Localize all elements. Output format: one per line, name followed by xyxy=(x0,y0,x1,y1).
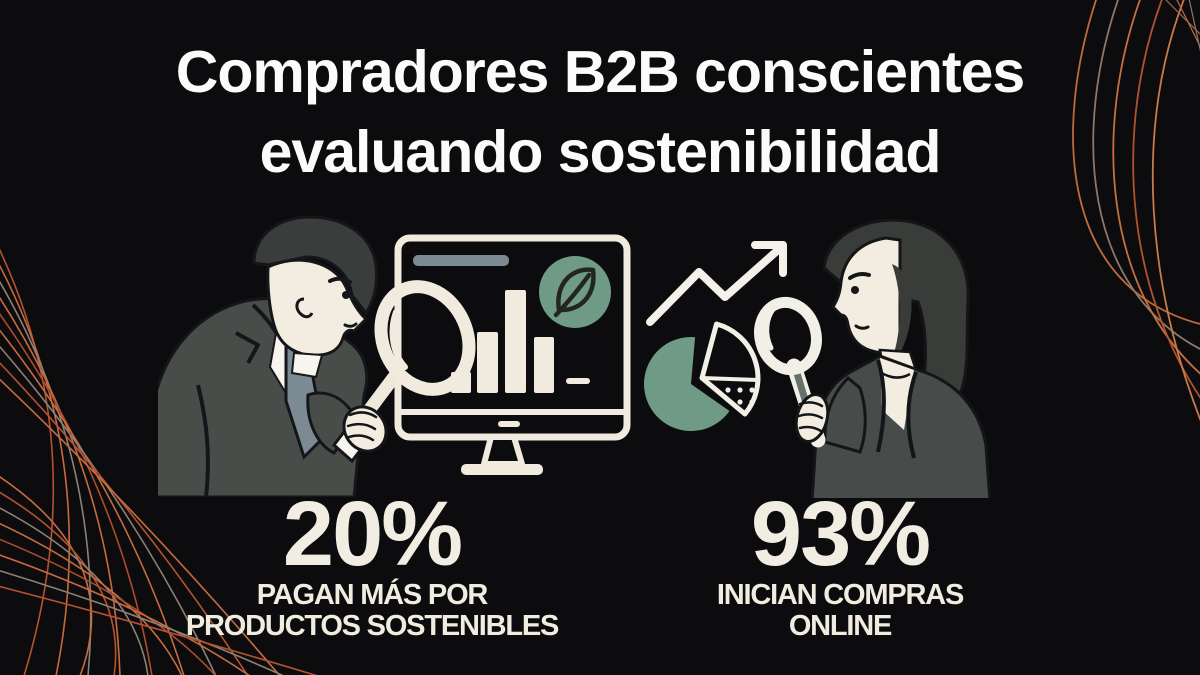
woman-eyebrow xyxy=(848,272,871,280)
man-eyebrow xyxy=(328,276,352,284)
stat-block-online-purchases: 93% INICIAN COMPRAS ONLINE xyxy=(630,488,1050,642)
stat-left-label-line2: PRODUCTOS SOSTENIBLES xyxy=(185,610,559,642)
man-ear xyxy=(295,297,314,319)
stat-right-label-line2: ONLINE xyxy=(788,610,893,642)
stat-left-label-line1: PAGAN MÁS POR xyxy=(256,579,489,611)
magnifier-lens-ring xyxy=(754,296,822,376)
man-collar xyxy=(290,351,324,379)
woman-eye xyxy=(851,286,859,294)
stat-block-sustainable-products: 20% PAGAN MÁS POR PRODUCTOS SOSTENIBLES xyxy=(162,488,582,642)
lens-highlight xyxy=(764,305,777,351)
illustration-woman-with-charts xyxy=(644,218,992,498)
leaf-icon xyxy=(539,256,611,328)
businesswoman-figure xyxy=(810,218,992,498)
woman-lapel-right xyxy=(906,371,918,459)
lens-highlight xyxy=(389,309,408,370)
monitor-base xyxy=(461,464,543,475)
monitor-stand xyxy=(481,434,525,467)
magnifier-lens-ring xyxy=(374,280,476,396)
monitor-icon xyxy=(394,234,631,475)
woman-smile xyxy=(854,324,870,330)
magnifying-glass-icon xyxy=(342,280,476,453)
stat-right-label-line1: INICIAN COMPRAS xyxy=(716,579,964,611)
businessman-figure xyxy=(158,215,378,497)
man-eye xyxy=(342,291,350,299)
woman-sleeve xyxy=(823,375,867,454)
man-smile xyxy=(343,322,358,328)
woman-hair-lock xyxy=(886,264,912,374)
woman-face xyxy=(831,236,902,356)
page-title: Compradores B2B conscientes evaluando so… xyxy=(0,32,1200,192)
stat-left-value: 20% xyxy=(282,483,463,585)
title-line-2: evaluando sostenibilidad xyxy=(259,119,942,185)
title-line-1: Compradores B2B conscientes xyxy=(175,39,1025,105)
stat-right-value: 93% xyxy=(750,483,931,585)
man-hair xyxy=(252,215,378,316)
pie-wedge-dotted-area xyxy=(700,376,760,416)
pie-chart-icon xyxy=(644,321,761,432)
woman-lapel-left xyxy=(876,359,886,453)
man-face xyxy=(266,258,369,357)
screen-header-bar xyxy=(413,255,509,266)
growth-arrow-icon xyxy=(646,241,787,326)
monitor-chin-dash xyxy=(498,421,520,427)
illustration-man-examining-monitor xyxy=(158,215,631,497)
magnifying-glass-icon xyxy=(754,296,830,448)
